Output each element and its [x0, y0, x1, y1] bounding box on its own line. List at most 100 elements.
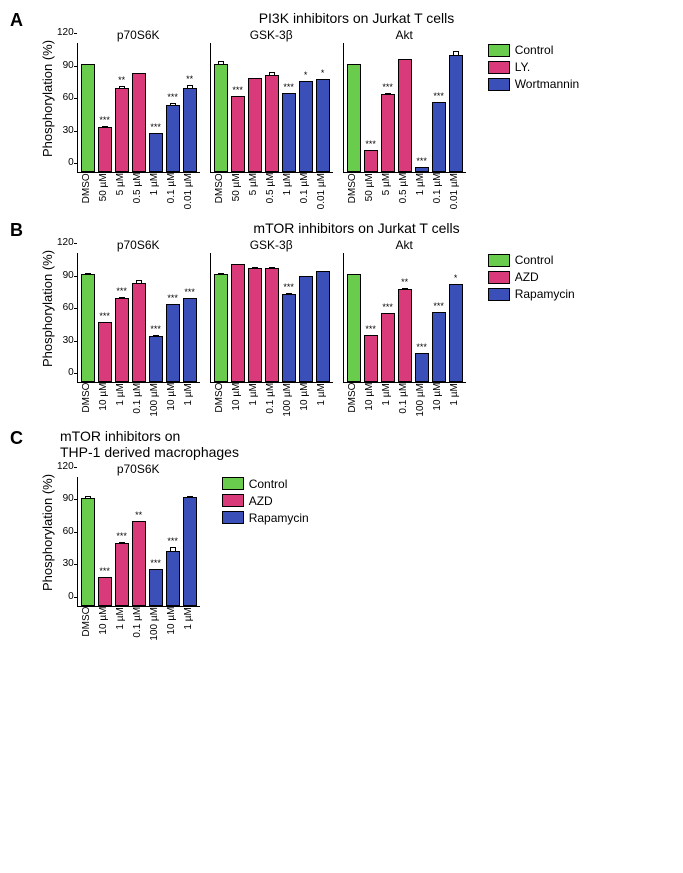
- legend-label: Rapamycin: [515, 287, 575, 301]
- subplot: p70S6K**************DMSO10 µM1 µM0.1 µM1…: [77, 462, 200, 644]
- significance-label: ***: [283, 83, 294, 93]
- x-tick-label: 0.1 µM: [132, 607, 146, 644]
- y-tick: 90: [63, 61, 74, 71]
- legend-swatch: [488, 61, 510, 74]
- significance-label: ***: [382, 83, 393, 93]
- subplot-title: GSK-3β: [250, 238, 293, 252]
- x-tick-label: 0.1 µM: [299, 173, 313, 212]
- bar: [282, 294, 296, 383]
- bar: [347, 274, 361, 382]
- x-tick-label: 10 µM: [299, 383, 313, 420]
- legend-item: AZD: [488, 270, 575, 284]
- panel-A: API3K inhibitors on Jurkat T cellsPhosph…: [10, 10, 673, 212]
- x-labels: DMSO10 µM1 µM0.1 µM100 µM10 µM1 µM: [77, 383, 200, 420]
- legend-label: Control: [515, 253, 554, 267]
- subplot: p70S6K*************DMSO50 µM5 µM0.5 µM1 …: [77, 28, 200, 212]
- legend-swatch: [222, 511, 244, 524]
- bar-wrap: [81, 54, 95, 172]
- significance-label: ***: [150, 123, 161, 133]
- y-tick: 30: [63, 126, 74, 136]
- bar-wrap: ***: [115, 287, 129, 383]
- significance-label: ***: [232, 86, 243, 96]
- x-tick-label: 1 µM: [316, 383, 330, 420]
- bar-wrap: ***: [415, 157, 429, 172]
- significance-label: *: [304, 71, 308, 81]
- legend-item: Rapamycin: [222, 511, 309, 525]
- panel-letter: C: [10, 428, 23, 449]
- legend-label: AZD: [515, 270, 539, 284]
- x-tick-label: 1 µM: [149, 173, 163, 212]
- bar: [132, 283, 146, 383]
- bar: [316, 271, 330, 383]
- bar-wrap: [347, 264, 361, 382]
- subplot-title: p70S6K: [117, 238, 160, 252]
- x-tick-label: 1 µM: [115, 383, 129, 420]
- significance-label: ***: [365, 140, 376, 150]
- bar: [98, 322, 112, 383]
- x-tick-label: 1 µM: [115, 607, 129, 644]
- bar: [231, 96, 245, 172]
- legend-swatch: [488, 271, 510, 284]
- plot-area: **************: [77, 477, 200, 607]
- legend-swatch: [488, 78, 510, 91]
- y-tick: 0: [68, 592, 74, 602]
- significance-label: **: [401, 278, 408, 288]
- bar-wrap: **: [183, 75, 197, 172]
- panel-title: mTOR inhibitors on THP-1 derived macroph…: [60, 428, 260, 460]
- bar: [248, 268, 262, 383]
- x-tick-label: 100 µM: [149, 607, 163, 644]
- bar: [398, 59, 412, 172]
- y-tick: 0: [68, 158, 74, 168]
- bar: [415, 353, 429, 382]
- bar: [282, 93, 296, 172]
- legend-item: Control: [488, 43, 579, 57]
- x-tick-label: 1 µM: [449, 383, 463, 420]
- bar: [183, 298, 197, 383]
- bar-wrap: ***: [282, 83, 296, 172]
- legend-label: Rapamycin: [249, 511, 309, 525]
- bar-wrap: ***: [98, 312, 112, 383]
- subplot-title: GSK-3β: [250, 28, 293, 42]
- subplot-title: p70S6K: [117, 28, 160, 42]
- significance-label: **: [135, 511, 142, 521]
- bar-wrap: ***: [183, 288, 197, 383]
- x-labels: DMSO10 µM1 µM0.1 µM100 µM10 µM1 µM: [210, 383, 333, 420]
- bar: [265, 75, 279, 173]
- bar-wrap: ***: [282, 283, 296, 382]
- significance-label: *: [454, 274, 458, 284]
- y-axis: Phosphorylation (%)1209060300: [40, 462, 77, 602]
- panel-letter: A: [10, 10, 23, 31]
- panel-B: BmTOR inhibitors on Jurkat T cellsPhosph…: [10, 220, 673, 420]
- x-tick-label: 5 µM: [248, 173, 262, 212]
- x-tick-label: 0.1 µM: [432, 173, 446, 212]
- bar: [132, 521, 146, 606]
- bar: [299, 81, 313, 172]
- x-labels: DMSO10 µM1 µM0.1 µM100 µM10 µM1 µM: [343, 383, 466, 420]
- bar: [149, 133, 163, 172]
- bar-wrap: *: [299, 71, 313, 172]
- x-tick-label: 10 µM: [166, 607, 180, 644]
- significance-label: **: [118, 76, 125, 86]
- bar-wrap: ***: [166, 93, 180, 172]
- bar: [364, 335, 378, 383]
- bar: [81, 274, 95, 382]
- y-axis-label: Phosphorylation (%): [40, 243, 55, 373]
- y-axis: Phosphorylation (%)1209060300: [40, 238, 77, 378]
- significance-label: ***: [150, 325, 161, 335]
- bar: [98, 577, 112, 606]
- x-tick-label: 1 µM: [183, 383, 197, 420]
- x-tick-label: 0.5 µM: [265, 173, 279, 212]
- y-axis-label: Phosphorylation (%): [40, 33, 55, 163]
- bar-wrap: [398, 49, 412, 172]
- x-tick-label: 10 µM: [231, 383, 245, 420]
- bar: [81, 64, 95, 172]
- y-tick: 30: [63, 336, 74, 346]
- bar: [183, 88, 197, 173]
- plot-area: ***************: [343, 253, 466, 383]
- panel-C: CmTOR inhibitors on THP-1 derived macrop…: [10, 428, 673, 644]
- bar-wrap: [214, 263, 228, 382]
- significance-label: **: [186, 75, 193, 85]
- plot-area: *************: [77, 43, 200, 173]
- x-tick-label: 10 µM: [166, 383, 180, 420]
- y-tick: 120: [57, 462, 74, 472]
